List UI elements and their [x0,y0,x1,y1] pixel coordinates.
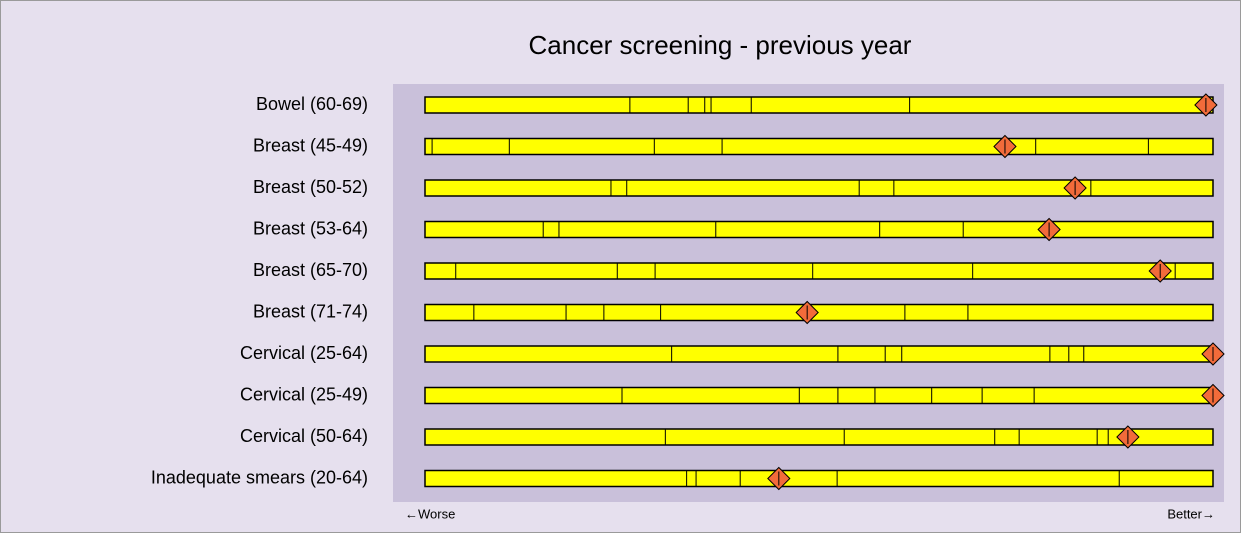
row-label: Cervical (50-64) [240,426,368,446]
row-label: Breast (50-52) [253,177,368,197]
bar [424,303,1214,322]
row-label: Breast (65-70) [253,260,368,280]
chart-title: Cancer screening - previous year [529,30,912,60]
marker [1201,342,1225,366]
marker [795,300,819,325]
bar [424,179,1214,197]
marker [1116,425,1140,449]
bar [424,137,1214,156]
row-label: Inadequate smears (20-64) [151,467,368,487]
bar [424,220,1214,239]
row-label: Cervical (25-49) [240,384,368,404]
worse-label: ←Worse [405,506,455,521]
bar [424,428,1214,446]
row-label: Bowel (60-69) [256,94,368,114]
marker [1194,93,1218,117]
row-label: Breast (53-64) [253,218,368,238]
bar [424,386,1214,405]
marker [1201,383,1225,408]
marker [1063,176,1087,200]
marker [767,466,791,491]
marker [1037,217,1061,242]
marker [1148,259,1172,283]
bar [424,345,1214,363]
row-label: Breast (45-49) [253,135,368,155]
better-label: Better→ [1167,506,1215,521]
bar [424,96,1214,114]
bar [424,469,1214,488]
row-label: Cervical (25-64) [240,343,368,363]
marker [993,134,1017,159]
row-label: Breast (71-74) [253,301,368,321]
bar [424,262,1214,280]
